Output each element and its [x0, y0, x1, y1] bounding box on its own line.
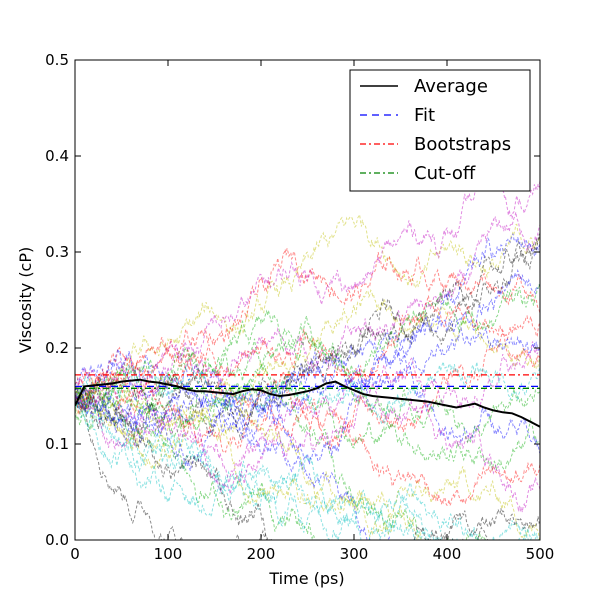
- bootstrap-trajectory: [75, 338, 487, 540]
- y-tick-label: 0.2: [45, 339, 69, 357]
- legend-label: Cut-off: [414, 163, 476, 184]
- bootstrap-trajectory: [75, 248, 540, 407]
- bootstrap-trajectory: [75, 372, 540, 471]
- series-layer: [75, 374, 540, 428]
- bootstrap-trajectory: [75, 395, 489, 540]
- bootstrap-trajectory: [75, 233, 540, 435]
- y-tick-label: 0.5: [45, 51, 69, 69]
- legend-label: Bootstraps: [414, 134, 511, 155]
- bootstrap-trajectory: [75, 309, 540, 445]
- bootstrap-trajectory: [75, 236, 540, 434]
- bootstrap-trajectory: [75, 386, 529, 540]
- x-tick-label: 0: [70, 545, 80, 563]
- y-axis-label: Viscosity (cP): [16, 247, 35, 354]
- legend-label: Average: [414, 76, 488, 97]
- bootstrap-trajectories: [75, 175, 540, 540]
- bootstrap-trajectory: [75, 347, 540, 454]
- bootstrap-trajectory: [75, 284, 540, 430]
- y-tick-label: 0.4: [45, 147, 69, 165]
- x-tick-label: 300: [340, 545, 369, 563]
- bootstrap-trajectory: [75, 326, 540, 465]
- bootstrap-trajectory: [75, 386, 316, 540]
- x-tick-label: 200: [247, 545, 276, 563]
- bootstrap-trajectory: [75, 268, 540, 471]
- x-tick-label: 100: [154, 545, 183, 563]
- legend-label: Fit: [414, 105, 435, 126]
- bootstrap-trajectory: [75, 380, 427, 540]
- x-axis-label: Time (ps): [268, 569, 344, 588]
- bootstrap-trajectory: [75, 175, 540, 400]
- y-tick-label: 0.3: [45, 243, 69, 261]
- bootstrap-trajectory: [75, 385, 540, 540]
- y-tick-label: 0.1: [45, 435, 69, 453]
- bootstrap-trajectory: [75, 289, 540, 451]
- bootstrap-trajectory: [75, 341, 540, 484]
- legend: Average Fit Bootstraps Cut-off: [349, 69, 531, 192]
- bootstrap-trajectory: [75, 329, 540, 450]
- y-tick-label: 0.0: [45, 531, 69, 549]
- bootstrap-trajectory: [75, 395, 458, 540]
- bootstrap-trajectory: [75, 212, 540, 403]
- bootstrap-trajectory: [75, 368, 540, 508]
- bootstrap-trajectory: [75, 212, 540, 412]
- series-average-line: [75, 378, 540, 428]
- bootstrap-trajectory: [75, 384, 540, 513]
- bootstrap-trajectory: [75, 233, 540, 441]
- y-axis: 0.0 0.1 0.2 0.3 0.4 0.5: [45, 51, 540, 549]
- plot-frame: [74, 59, 541, 541]
- bootstrap-trajectory: [75, 386, 540, 540]
- legend-box: [349, 69, 531, 192]
- bootstrap-trajectory: [75, 393, 391, 540]
- x-tick-label: 400: [433, 545, 462, 563]
- bootstrap-trajectory: [75, 359, 540, 426]
- bootstrap-trajectory: [75, 295, 540, 393]
- x-axis: 0 100 200 300 400 500: [70, 60, 554, 563]
- x-tick-label: 500: [526, 545, 555, 563]
- bootstrap-trajectory: [75, 401, 540, 540]
